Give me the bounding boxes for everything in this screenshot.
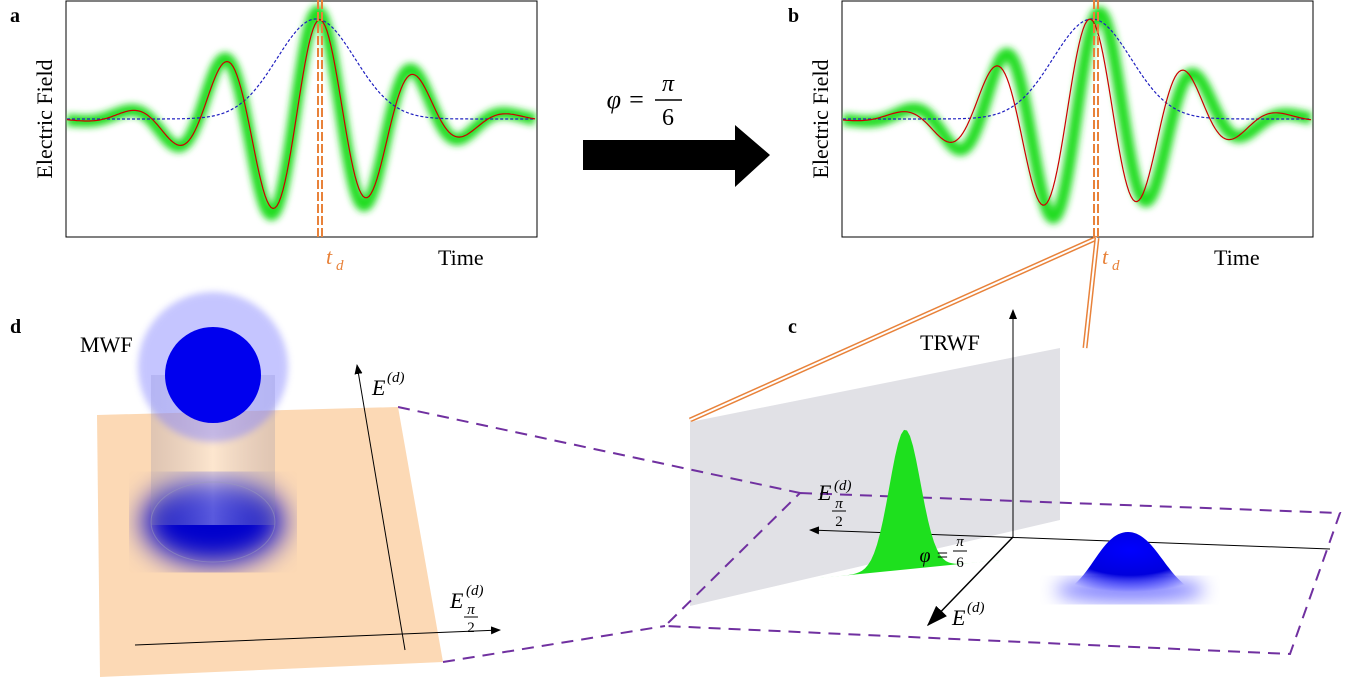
x-axis-label: Time: [438, 245, 484, 270]
phase-denominator: 6: [662, 105, 674, 131]
axis-symbol: E: [449, 588, 464, 613]
axis-sub-denominator: 2: [835, 514, 843, 530]
connector: [397, 406, 801, 494]
axis-sub-numerator: π: [467, 602, 475, 618]
envelope: [67, 18, 535, 120]
plot-area: [842, 5, 1312, 225]
phase-numerator: π: [956, 534, 964, 550]
red-field: [66, 19, 536, 210]
title: MWF: [80, 332, 133, 357]
marker-subscript: d: [336, 258, 344, 274]
axis-symbol: E: [371, 375, 386, 400]
axis-sub-denominator: 2: [467, 620, 475, 636]
axis-superscript: (d): [466, 583, 484, 599]
panel-label: a: [10, 5, 20, 27]
marker-symbol: t: [326, 244, 333, 269]
blue-sphere: [165, 327, 261, 423]
x-axis-label: Time: [1214, 245, 1260, 270]
title: TRWF: [920, 330, 980, 355]
envelope: [843, 18, 1311, 120]
marker-subscript: d: [1112, 258, 1120, 274]
panel-d: d MWF E (d) E (d) π 2: [10, 292, 801, 677]
green-band: [842, 5, 1312, 225]
green-band: [66, 5, 537, 221]
marker-symbol: t: [1102, 244, 1109, 269]
phase-numerator: π: [662, 71, 675, 97]
panel-label: b: [788, 5, 799, 27]
phase-denominator: 6: [956, 555, 964, 571]
panel-label: d: [10, 316, 21, 338]
axis: [926, 536, 1014, 627]
phase-lhs: φ =: [607, 85, 645, 114]
y-axis-label: Electric Field: [32, 59, 57, 178]
time-plane: [690, 348, 1060, 606]
axis-symbol: E: [951, 605, 966, 630]
arrow: [583, 125, 770, 187]
red-field: [842, 18, 1312, 206]
panel-b: b Electric Field Time t d: [788, 0, 1314, 274]
phase-lhs: φ =: [919, 545, 949, 567]
connector: [689, 237, 1098, 421]
transform: φ = π 6: [583, 71, 770, 187]
plot-area: [66, 5, 537, 221]
panel-a: a Electric Field Time t d: [10, 0, 538, 274]
axis-symbol: E: [817, 480, 832, 505]
axis-superscript: (d): [967, 600, 985, 616]
axis: [354, 364, 406, 651]
cylinder-base: [150, 481, 276, 563]
axis-superscript: (d): [387, 370, 405, 386]
panel-c: c TRWF E (d) π 2 φ = π 6 E (d): [662, 235, 1342, 656]
green-distribution: [820, 429, 1000, 578]
axis-superscript: (d): [834, 478, 852, 494]
y-axis-label: Electric Field: [808, 59, 833, 178]
axis: [134, 626, 501, 646]
blue-distribution: [1060, 532, 1200, 592]
connector: [442, 625, 666, 663]
panel-label: c: [788, 316, 797, 338]
axis-sub-numerator: π: [835, 496, 843, 512]
field-plane: [662, 491, 1342, 656]
connector: [1084, 237, 1098, 349]
